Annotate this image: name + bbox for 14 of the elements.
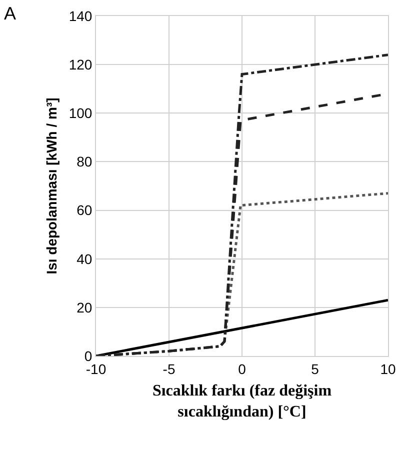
x-tick-label: 0 (238, 360, 246, 377)
y-tick-label: 20 (76, 299, 92, 316)
y-tick-label: 100 (68, 105, 92, 122)
y-tick-label: 140 (68, 8, 92, 24)
y-tick-label: 60 (76, 202, 92, 218)
x-tick-label: 10 (380, 360, 396, 377)
y-tick-label: 80 (76, 154, 92, 170)
x-tick-label: 5 (311, 360, 320, 377)
x-axis-title: Sıcaklık farkı (faz değişim sıcaklığından) [°C] (152, 382, 332, 420)
chart-title: A (4, 3, 16, 24)
y-axis-title: Isı depolanması [kWh / m³] (43, 98, 60, 274)
x-tick-label: -5 (162, 360, 176, 377)
y-tick-label: 120 (68, 56, 92, 72)
y-tick-label: 40 (76, 250, 92, 267)
